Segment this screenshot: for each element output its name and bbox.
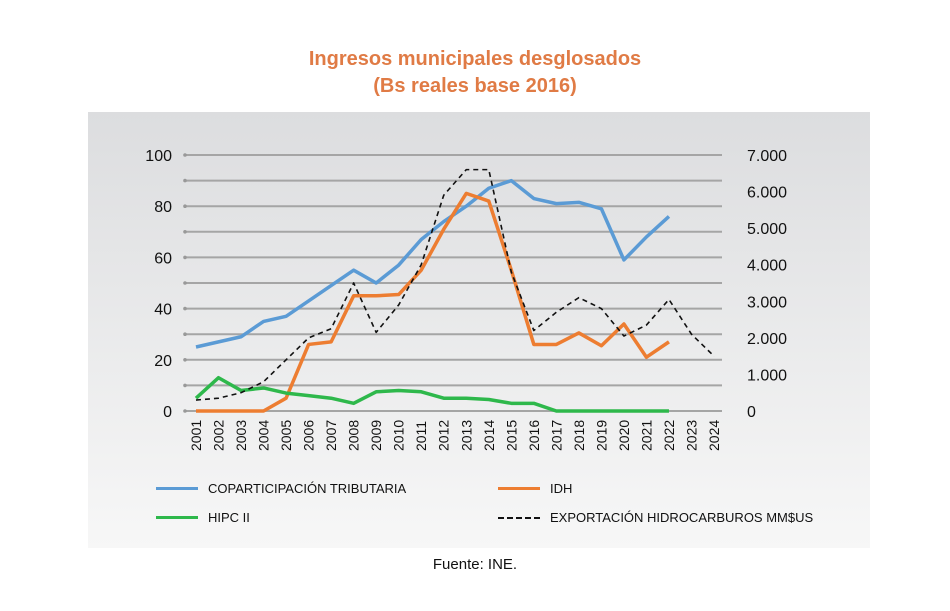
grid-tick xyxy=(183,281,187,285)
legend-label: IDH xyxy=(550,481,573,496)
x-tick-label: 2011 xyxy=(413,421,429,451)
y-right-tick-label: 1.000 xyxy=(747,367,787,384)
y-left-tick-label: 20 xyxy=(154,353,172,370)
grid-tick xyxy=(183,255,187,260)
chart-panel xyxy=(88,112,870,548)
grid-tick xyxy=(183,153,187,157)
x-tick-label: 2020 xyxy=(616,420,632,451)
y-left-tick-label: 40 xyxy=(154,302,172,319)
x-tick-label: 2022 xyxy=(661,420,677,451)
grid-tick xyxy=(183,306,187,311)
x-tick-label: 2021 xyxy=(638,420,654,451)
y-right-tick-label: 4.000 xyxy=(747,258,787,275)
legend-label: HIPC II xyxy=(208,510,250,525)
grid-tick xyxy=(183,383,187,388)
y-left-tick-label: 100 xyxy=(145,148,172,165)
y-left-tick-label: 80 xyxy=(154,199,172,216)
y-right-tick-label: 7.000 xyxy=(747,148,787,165)
grid-tick xyxy=(183,332,187,337)
x-tick-label: 2015 xyxy=(503,420,519,451)
legend-item-exportacion: EXPORTACIÓN HIDROCARBUROS MM$US xyxy=(498,510,813,525)
x-tick-label: 2006 xyxy=(301,420,317,451)
x-tick-label: 2012 xyxy=(436,420,452,451)
grid-tick xyxy=(183,204,187,208)
y-right-tick-label: 0 xyxy=(747,404,756,421)
x-tick-label: 2014 xyxy=(481,420,497,451)
grid-tick xyxy=(183,409,187,413)
series-line-3 xyxy=(195,168,715,401)
chart-title: Ingresos municipales desglosados (Bs rea… xyxy=(0,46,950,100)
y-right-tick-label: 5.000 xyxy=(747,221,787,238)
x-tick-label: 2024 xyxy=(706,420,722,451)
legend-item-coparticipacion: COPARTICIPACIÓN TRIBUTARIA xyxy=(156,481,406,496)
x-tick-label: 2003 xyxy=(233,420,249,451)
y-right-tick-label: 6.000 xyxy=(747,185,787,202)
legend-label: EXPORTACIÓN HIDROCARBUROS MM$US xyxy=(550,510,814,525)
x-tick-label: 2019 xyxy=(593,420,609,451)
x-tick-label: 2007 xyxy=(323,420,339,451)
y-left-tick-label: 0 xyxy=(163,404,172,421)
series-line-1 xyxy=(196,191,670,413)
x-tick-label: 2016 xyxy=(526,420,542,451)
y-left-tick-label: 60 xyxy=(154,250,172,267)
legend-item-hipc: HIPC II xyxy=(156,510,250,525)
series-line-2 xyxy=(194,375,669,413)
x-tick-label: 2010 xyxy=(391,420,407,451)
x-tick-label: 2017 xyxy=(548,420,564,451)
x-tick-label: 2023 xyxy=(683,420,699,451)
grid-tick xyxy=(183,230,187,234)
legend-item-idh: IDH xyxy=(498,481,572,496)
x-tick-label: 2001 xyxy=(188,420,204,451)
x-tick-label: 2009 xyxy=(368,420,384,451)
y-right-tick-label: 3.000 xyxy=(747,294,787,311)
source-note: Fuente: INE. xyxy=(432,556,518,573)
x-tick-label: 2004 xyxy=(256,420,272,451)
x-tick-label: 2008 xyxy=(346,420,362,451)
title: Ingresos municipales desglosados xyxy=(308,48,642,70)
x-tick-label: 2013 xyxy=(458,420,474,451)
x-tick-label: 2018 xyxy=(571,420,587,451)
legend-label: COPARTICIPACIÓN TRIBUTARIA xyxy=(208,481,407,496)
x-tick-label: 2005 xyxy=(278,420,294,451)
grid-tick xyxy=(183,178,187,183)
x-tick-label: 2002 xyxy=(211,420,227,451)
grid-tick xyxy=(183,358,187,362)
y-right-tick-label: 2.000 xyxy=(747,331,787,348)
subtitle: (Bs reales base 2016) xyxy=(373,75,577,97)
